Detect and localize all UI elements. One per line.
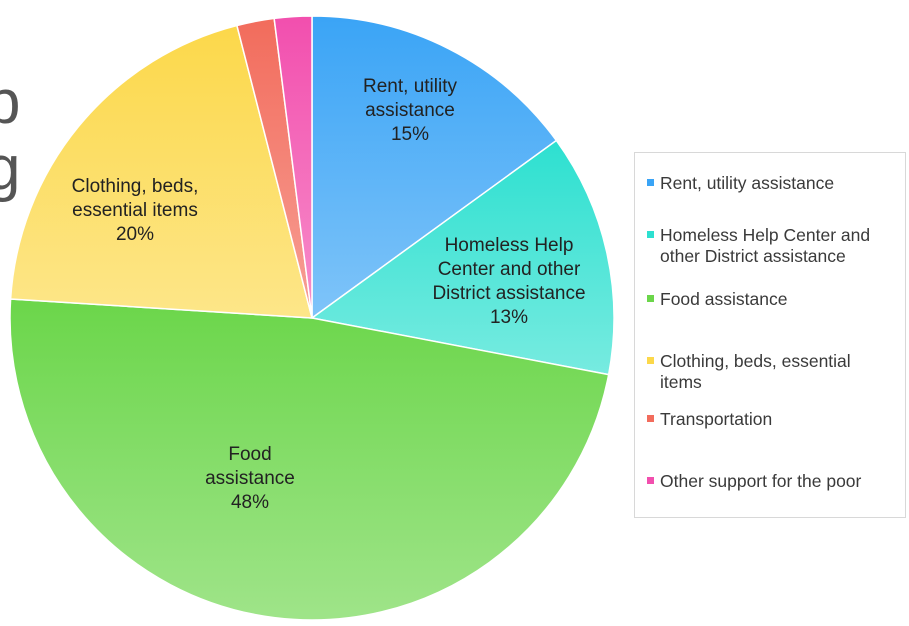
legend-label: Food assistance	[660, 289, 788, 309]
legend-swatch	[647, 295, 654, 302]
pie-slices	[9, 15, 615, 621]
pie-slice-labels: Rent, utility assistance 15% Homeless Help C…	[72, 76, 586, 513]
slice-label: Rent, utility assistance 15%	[363, 76, 457, 145]
legend-label: Clothing, beds, essential items	[660, 351, 851, 392]
legend-swatch	[647, 231, 654, 238]
pie-slice-food-assistance	[9, 298, 610, 621]
pie-slice-clothing-beds-essential-items	[9, 24, 313, 319]
slice-label: Food assistance 48%	[205, 444, 295, 513]
legend-label: Homeless Help Center and other District a…	[660, 225, 871, 266]
cropped-text-fragment: p	[0, 68, 21, 137]
legend-label: Other support for the poor	[660, 471, 862, 491]
legend-swatch	[647, 415, 654, 422]
legend-label: Transportation	[660, 409, 773, 429]
legend-swatch	[647, 477, 654, 484]
pie-slice-homeless-help-center-and-other-district-assistance	[310, 139, 615, 376]
slice-label: Homeless Help Center and other District as…	[432, 235, 585, 328]
pie-slice-other-support-for-the-poor	[273, 15, 313, 319]
legend-swatch	[647, 179, 654, 186]
chart-legend: Rent, utility assistance Homeless Help Ce…	[634, 152, 906, 518]
legend-swatch	[647, 357, 654, 364]
cropped-text-fragment: g	[0, 134, 21, 203]
legend-label: Rent, utility assistance	[660, 173, 835, 193]
pie-slice-rent-utility-assistance	[311, 15, 558, 320]
slice-label: Clothing, beds, essential items 20%	[72, 176, 199, 245]
